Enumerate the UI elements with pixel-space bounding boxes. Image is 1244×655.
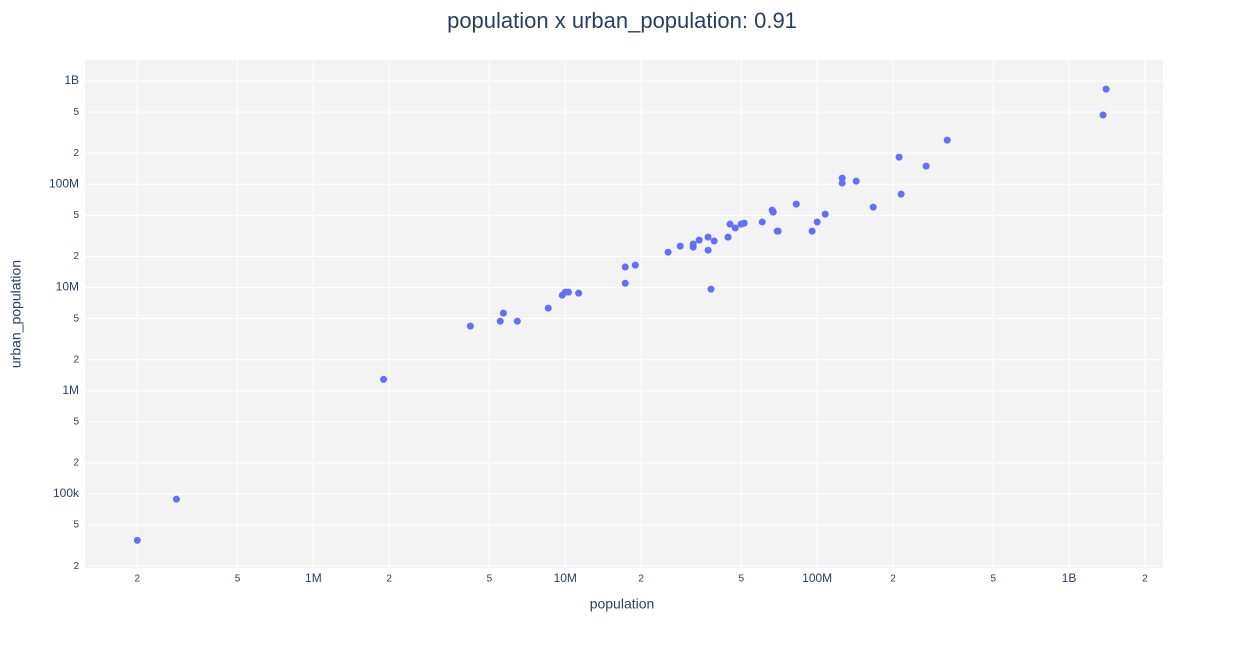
y-axis-title: urban_population bbox=[8, 260, 24, 368]
y-tick-label: 2 bbox=[73, 251, 79, 262]
point bbox=[792, 200, 800, 208]
x-axis-title: population bbox=[590, 596, 655, 612]
point bbox=[621, 279, 629, 287]
y-tick-label: 2 bbox=[73, 561, 79, 572]
point bbox=[704, 233, 712, 241]
x-tick-label: 5 bbox=[235, 574, 241, 585]
y-tick-label: 5 bbox=[73, 107, 79, 118]
point bbox=[726, 220, 734, 228]
point bbox=[380, 375, 388, 383]
point bbox=[710, 237, 718, 245]
x-tick-label: 5 bbox=[990, 574, 996, 585]
y-tick-label: 2 bbox=[73, 354, 79, 365]
point bbox=[695, 236, 703, 244]
point bbox=[575, 289, 583, 297]
point bbox=[689, 240, 697, 248]
y-tick-label: 5 bbox=[73, 520, 79, 531]
point bbox=[704, 246, 712, 254]
x-tick-label: 1M bbox=[305, 571, 322, 585]
point bbox=[1102, 85, 1110, 93]
point bbox=[895, 153, 903, 161]
point bbox=[869, 203, 877, 211]
point bbox=[676, 242, 684, 250]
x-tick-label: 2 bbox=[135, 574, 141, 585]
point bbox=[838, 179, 846, 187]
point bbox=[664, 248, 672, 256]
x-tick-label: 2 bbox=[890, 574, 896, 585]
point bbox=[564, 288, 572, 296]
y-tick-label: 1M bbox=[62, 383, 79, 397]
plot-area bbox=[85, 60, 1163, 568]
y-tick-label: 1B bbox=[64, 73, 79, 87]
x-tick-label: 2 bbox=[638, 574, 644, 585]
point bbox=[544, 304, 552, 312]
x-tick-label: 100M bbox=[802, 571, 832, 585]
point bbox=[821, 210, 829, 218]
point bbox=[466, 322, 474, 330]
point bbox=[707, 285, 715, 293]
y-tick-label: 100k bbox=[53, 486, 80, 500]
point bbox=[758, 218, 766, 226]
point bbox=[897, 190, 905, 198]
point bbox=[499, 309, 507, 317]
x-tick-label: 10M bbox=[554, 571, 577, 585]
point bbox=[769, 208, 777, 216]
y-tick-label: 10M bbox=[56, 280, 79, 294]
point bbox=[813, 218, 821, 226]
point bbox=[724, 233, 732, 241]
x-tick-label: 2 bbox=[1142, 574, 1148, 585]
point bbox=[621, 263, 629, 271]
y-tick-label: 5 bbox=[73, 313, 79, 324]
x-tick-label: 5 bbox=[487, 574, 493, 585]
point bbox=[922, 162, 930, 170]
point bbox=[731, 224, 739, 232]
point bbox=[496, 317, 504, 325]
point bbox=[838, 174, 846, 182]
point bbox=[808, 227, 816, 235]
point bbox=[852, 177, 860, 185]
x-tick-label: 5 bbox=[739, 574, 745, 585]
x-tick-label: 2 bbox=[386, 574, 392, 585]
point bbox=[513, 317, 521, 325]
point bbox=[740, 219, 748, 227]
point bbox=[943, 136, 951, 144]
y-tick-label: 100M bbox=[49, 176, 79, 190]
point bbox=[1099, 111, 1107, 119]
point bbox=[133, 536, 141, 544]
point bbox=[172, 495, 180, 503]
point bbox=[774, 227, 782, 235]
y-tick-label: 5 bbox=[73, 210, 79, 221]
y-tick-label: 5 bbox=[73, 416, 79, 427]
chart-title: population x urban_population: 0.91 bbox=[447, 8, 797, 33]
y-tick-label: 2 bbox=[73, 458, 79, 469]
point bbox=[631, 261, 639, 269]
y-tick-label: 2 bbox=[73, 148, 79, 159]
x-tick-label: 1B bbox=[1062, 571, 1077, 585]
